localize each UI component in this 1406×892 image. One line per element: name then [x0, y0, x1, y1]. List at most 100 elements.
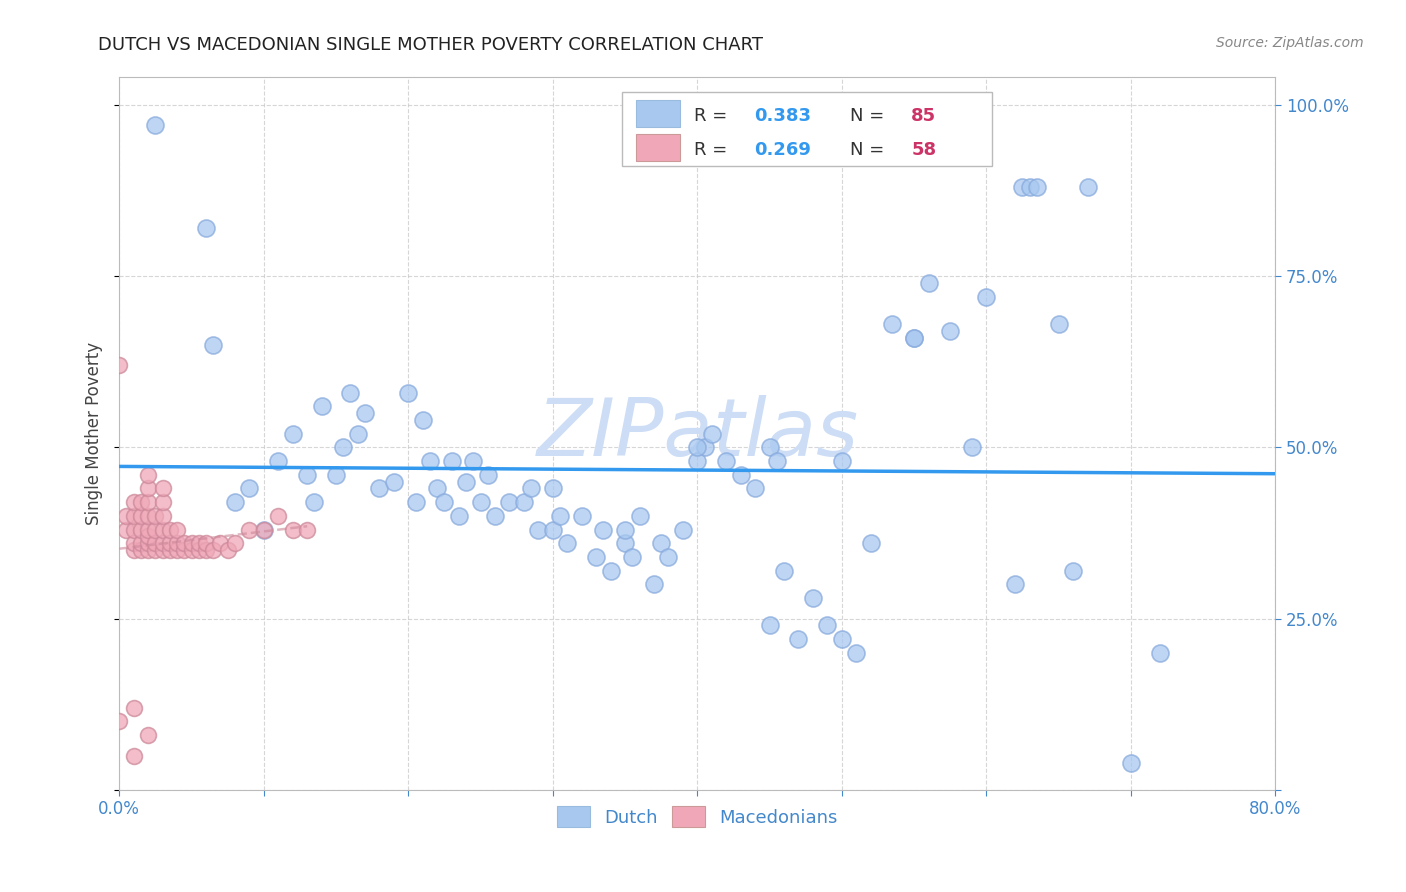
Point	[614, 536, 637, 550]
Point	[456, 475, 478, 489]
Point	[129, 508, 152, 523]
Point	[477, 467, 499, 482]
Point	[592, 523, 614, 537]
Point	[766, 454, 789, 468]
Point	[693, 441, 716, 455]
Point	[614, 523, 637, 537]
Point	[152, 482, 174, 496]
Point	[831, 454, 853, 468]
Point	[426, 482, 449, 496]
Point	[1004, 577, 1026, 591]
Point	[368, 482, 391, 496]
Y-axis label: Single Mother Poverty: Single Mother Poverty	[86, 343, 103, 525]
Point	[440, 454, 463, 468]
Point	[159, 536, 181, 550]
Text: R =: R =	[695, 141, 733, 159]
Bar	[636, 100, 681, 127]
Point	[354, 406, 377, 420]
Point	[976, 290, 998, 304]
Bar	[623, 92, 993, 167]
Text: 0.269: 0.269	[754, 141, 811, 159]
Point	[122, 523, 145, 537]
Point	[1026, 180, 1049, 194]
Point	[650, 536, 672, 550]
Point	[859, 536, 882, 550]
Point	[136, 508, 159, 523]
Point	[187, 536, 209, 550]
Point	[217, 543, 239, 558]
Point	[152, 523, 174, 537]
Point	[555, 536, 578, 550]
Point	[657, 549, 679, 564]
Text: N =: N =	[851, 141, 890, 159]
Point	[145, 523, 167, 537]
Point	[672, 523, 695, 537]
Point	[939, 324, 962, 338]
Point	[122, 536, 145, 550]
Point	[382, 475, 405, 489]
Point	[903, 331, 925, 345]
Point	[122, 748, 145, 763]
Point	[224, 536, 246, 550]
Point	[470, 495, 492, 509]
Point	[122, 495, 145, 509]
Point	[787, 632, 810, 647]
Bar	[636, 134, 681, 161]
Point	[1076, 180, 1098, 194]
Point	[882, 317, 904, 331]
Point	[730, 467, 752, 482]
Point	[202, 543, 225, 558]
Point	[716, 454, 738, 468]
Point	[129, 536, 152, 550]
Text: 85: 85	[911, 107, 936, 126]
Point	[209, 536, 232, 550]
Text: R =: R =	[695, 107, 733, 126]
Point	[187, 543, 209, 558]
Text: 58: 58	[911, 141, 936, 159]
Point	[195, 536, 218, 550]
Point	[447, 508, 470, 523]
Point	[129, 495, 152, 509]
Point	[311, 399, 333, 413]
Point	[643, 577, 665, 591]
Point	[599, 564, 621, 578]
Point	[686, 441, 709, 455]
Point	[281, 523, 304, 537]
Point	[831, 632, 853, 647]
Point	[463, 454, 485, 468]
Point	[585, 549, 607, 564]
Point	[513, 495, 536, 509]
Point	[152, 508, 174, 523]
Point	[152, 536, 174, 550]
Point	[122, 700, 145, 714]
Text: Source: ZipAtlas.com: Source: ZipAtlas.com	[1216, 36, 1364, 50]
Point	[253, 523, 276, 537]
Point	[339, 385, 361, 400]
Point	[484, 508, 506, 523]
Point	[700, 426, 723, 441]
Point	[136, 728, 159, 742]
Point	[758, 441, 780, 455]
Point	[1062, 564, 1084, 578]
Point	[396, 385, 419, 400]
Point	[621, 549, 644, 564]
Point	[295, 523, 318, 537]
Point	[332, 441, 354, 455]
Point	[253, 523, 276, 537]
Point	[136, 482, 159, 496]
Point	[166, 536, 188, 550]
Point	[845, 646, 868, 660]
Point	[903, 331, 925, 345]
Point	[136, 495, 159, 509]
Point	[136, 467, 159, 482]
Point	[108, 358, 131, 372]
Point	[433, 495, 456, 509]
Point	[238, 482, 260, 496]
Point	[548, 508, 571, 523]
Point	[238, 523, 260, 537]
Point	[159, 543, 181, 558]
Point	[115, 508, 138, 523]
Point	[145, 119, 167, 133]
Point	[136, 543, 159, 558]
Point	[173, 543, 195, 558]
